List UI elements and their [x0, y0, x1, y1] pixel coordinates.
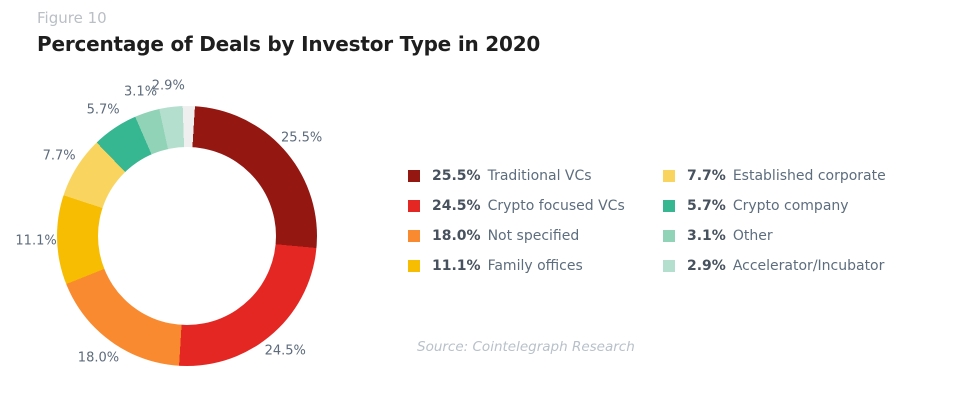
legend-item-crypto-focused-vcs: 24.5% Crypto focused VCs	[408, 191, 625, 221]
slice-percentage-label: 3.1%	[124, 84, 158, 100]
legend-swatch	[408, 170, 420, 182]
legend-percent: 24.5%	[432, 198, 481, 214]
slice-percentage-label: 2.9%	[151, 78, 185, 94]
legend-item-crypto-company: 5.7% Crypto company	[663, 191, 886, 221]
legend-label: Established corporate	[732, 168, 886, 184]
source-note: Source: Cointelegraph Research	[417, 339, 635, 355]
legend-label: Not specified	[487, 228, 580, 244]
legend-label: Crypto company	[732, 198, 849, 214]
legend-percent: 7.7%	[687, 168, 726, 184]
legend-swatch	[408, 230, 420, 242]
legend-percent: 25.5%	[432, 168, 481, 184]
legend-label: Accelerator/Incubator	[732, 258, 885, 274]
legend-percent: 18.0%	[432, 228, 481, 244]
slice-percentage-label: 25.5%	[280, 130, 323, 146]
legend-percent: 3.1%	[687, 228, 726, 244]
legend-item-traditional-vcs: 25.5% Traditional VCs	[408, 161, 625, 191]
slice-percentage-label: 5.7%	[86, 102, 120, 118]
donut-hole	[98, 147, 276, 325]
legend-swatch	[663, 200, 675, 212]
figure-label: Figure 10	[37, 9, 107, 27]
slice-percentage-label: 24.5%	[264, 343, 306, 359]
legend-percent: 11.1%	[432, 258, 481, 274]
legend-item-accelerator-incubator: 2.9% Accelerator/Incubator	[663, 251, 886, 281]
legend-column-2: 7.7% Established corporate 5.7% Crypto c…	[663, 161, 886, 281]
legend-swatch	[663, 230, 675, 242]
legend-swatch	[408, 260, 420, 272]
legend-percent: 2.9%	[687, 258, 726, 274]
legend-percent: 5.7%	[687, 198, 726, 214]
legend-label: Traditional VCs	[487, 168, 592, 184]
legend-item-other: 3.1% Other	[663, 221, 886, 251]
slice-percentage-label: 18.0%	[77, 350, 120, 366]
legend-item-not-specified: 18.0% Not specified	[408, 221, 625, 251]
legend-label: Crypto focused VCs	[487, 198, 625, 214]
legend-swatch	[663, 260, 675, 272]
legend-label: Other	[732, 228, 773, 244]
page-title: Percentage of Deals by Investor Type in …	[37, 32, 541, 56]
legend-item-established-corporate: 7.7% Established corporate	[663, 161, 886, 191]
slice-percentage-label: 11.1%	[15, 233, 57, 249]
legend-column-1: 25.5% Traditional VCs 24.5% Crypto focus…	[408, 161, 625, 281]
legend-item-family-offices: 11.1% Family offices	[408, 251, 625, 281]
legend-label: Family offices	[487, 258, 583, 274]
slice-percentage-label: 7.7%	[42, 148, 76, 164]
legend-swatch	[408, 200, 420, 212]
legend-swatch	[663, 170, 675, 182]
